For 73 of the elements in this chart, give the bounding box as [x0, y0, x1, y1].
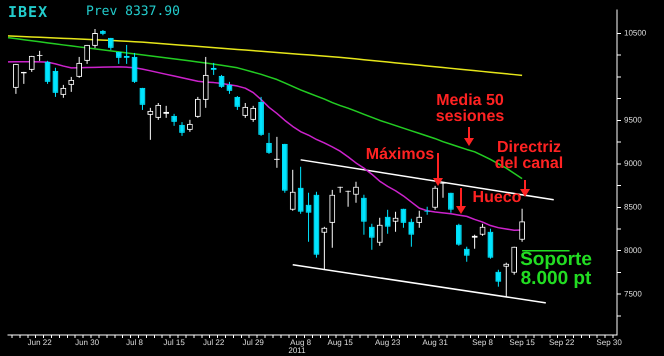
- x-tick-label: Aug 31: [422, 338, 448, 348]
- x-tick-label: Sep 22: [548, 338, 575, 348]
- candlestick: [432, 185, 438, 210]
- candlestick: [28, 55, 35, 72]
- candlestick: [218, 74, 224, 88]
- candlestick: [448, 192, 454, 214]
- candlestick: [60, 84, 66, 98]
- candlestick: [76, 56, 82, 78]
- candlestick: [306, 192, 312, 242]
- candlestick: [92, 28, 98, 48]
- candlestick: [202, 56, 209, 108]
- candlestick: [68, 76, 74, 92]
- x-tick-label: Jun 30: [75, 338, 100, 348]
- candlestick: [266, 132, 272, 154]
- y-tick-label: 9500: [624, 116, 642, 125]
- x-tick-label: Aug 15: [328, 338, 354, 348]
- x-tick-label: Jul 8: [126, 338, 144, 348]
- candlestick: [298, 166, 304, 214]
- annotation: Media 50 sesiones: [434, 92, 506, 125]
- candlestick: [140, 87, 146, 110]
- candlestick: [464, 246, 470, 262]
- candlestick: [408, 218, 414, 248]
- annotation: Hueco: [472, 189, 522, 206]
- y-tick-label: 10500: [624, 28, 647, 38]
- y-tick-label: 8500: [624, 202, 642, 212]
- candlestick: [44, 60, 50, 84]
- x-tick-label: Sep 30: [596, 338, 622, 348]
- candlestick: [84, 44, 90, 64]
- candlestick: [194, 96, 201, 118]
- candlestick: [234, 96, 240, 110]
- candlestick: [250, 105, 256, 122]
- chart-title: IBEX: [8, 3, 48, 21]
- x-tick-label: Sep 8: [472, 338, 494, 348]
- annotation: Directriz del canal: [494, 139, 564, 172]
- x-tick-label: Jul 15: [163, 338, 186, 348]
- candlestick: [52, 67, 58, 98]
- candlestick: [179, 122, 185, 136]
- candlestick: [171, 113, 177, 126]
- candlestick: [13, 63, 19, 94]
- candlestick: [456, 223, 462, 246]
- candlestick: [242, 102, 248, 118]
- x-tick-label: Jul 22: [202, 338, 225, 348]
- candlestick: [290, 169, 296, 212]
- y-tick-label: 9000: [624, 159, 642, 168]
- candlestick: [496, 269, 502, 288]
- annotation: Soporte 8.000 pt: [519, 249, 593, 289]
- x-tick-label: Jun 22: [28, 338, 52, 348]
- chart-subtitle: Prev 8337.90: [86, 4, 180, 19]
- candlestick: [187, 119, 193, 132]
- x-tick-label: Jul 29: [242, 338, 264, 348]
- x-tick-label: Sep 15: [509, 338, 536, 348]
- candlestick: [416, 210, 422, 228]
- candlestick: [384, 209, 390, 234]
- candlestick: [132, 52, 138, 84]
- text: 2011: [287, 346, 307, 355]
- candlestick: [353, 181, 359, 204]
- candlestick: [368, 223, 375, 250]
- annotation: Máximos: [364, 146, 436, 163]
- candlestick: [400, 208, 406, 228]
- candlestick: [488, 228, 494, 260]
- x-tick-label: Aug 23: [374, 338, 401, 348]
- candlestick: [376, 217, 383, 246]
- candlestick: [392, 211, 398, 232]
- candlestick: [226, 81, 232, 94]
- y-tick-label: 7500: [624, 289, 642, 298]
- y-tick-label: 8000: [624, 246, 642, 255]
- candlestick: [361, 194, 367, 236]
- candlestick: [511, 246, 518, 276]
- candlestick: [148, 107, 154, 140]
- candlestick: [519, 208, 525, 242]
- x-tick-label: Aug 8: [290, 338, 312, 348]
- candlestick: [155, 102, 162, 120]
- candlestick: [480, 223, 486, 236]
